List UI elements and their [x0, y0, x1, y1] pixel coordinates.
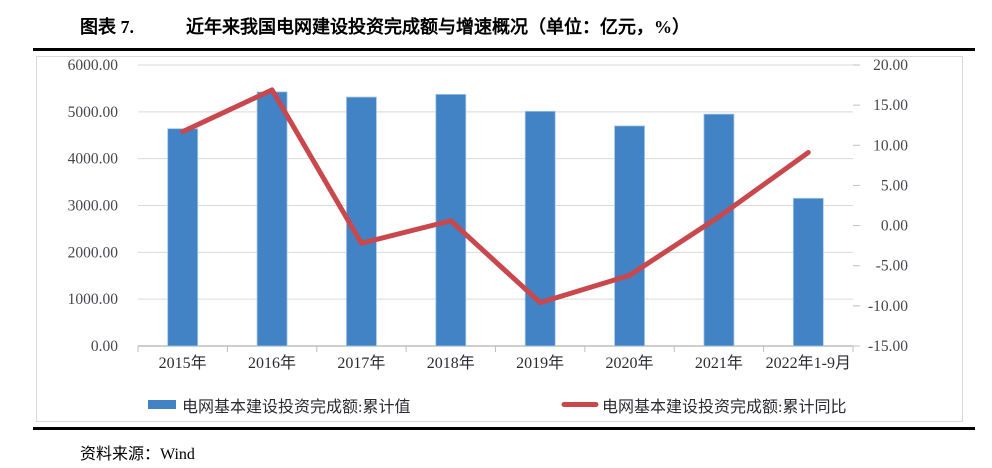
left-axis-tick-label: 4000.00	[68, 151, 119, 168]
bar-2021年	[703, 113, 735, 347]
x-axis-label: 2018年	[427, 354, 475, 372]
bar-2015年	[167, 128, 199, 347]
left-axis-tick-label: 1000.00	[68, 291, 119, 308]
x-axis-label: 2017年	[337, 354, 385, 372]
right-axis-tick-label: -5.00	[876, 258, 909, 275]
top-divider	[33, 48, 975, 51]
left-axis-tick-label: 6000.00	[68, 57, 119, 74]
figure-title: 近年来我国电网建设投资完成额与增速概况（单位：亿元，%）	[186, 17, 690, 37]
left-axis-tick-label: 0.00	[91, 338, 118, 355]
right-axis-tick-label: 20.00	[873, 57, 908, 74]
legend-bar-label: 电网基本建设投资完成额:累计值	[182, 398, 410, 416]
left-axis-tick-label: 3000.00	[68, 198, 119, 215]
left-axis-tick-label: 5000.00	[68, 104, 119, 121]
right-axis-tick-label: -15.00	[868, 338, 908, 355]
chart-canvas: 0.00 1000.00 2000.00 3000.00 4000.00 5000.00 6…	[36, 56, 963, 422]
figure-label: 图表 7.	[80, 17, 134, 37]
x-axis-label: 2016年	[248, 354, 296, 372]
bar-2016年	[256, 91, 288, 347]
right-axis-tick-label: 10.00	[873, 137, 908, 154]
plot-frame	[36, 56, 963, 422]
x-axis-label: 2019年	[516, 354, 564, 372]
bottom-divider	[33, 427, 975, 430]
right-axis-tick-label: 0.00	[881, 218, 908, 235]
right-axis-tick-label: 15.00	[873, 97, 908, 114]
source-note: 资料来源：Wind	[80, 446, 195, 463]
x-axis-label: 2020年	[606, 354, 654, 372]
bar-2020年	[614, 125, 645, 347]
right-axis-tick-label: -10.00	[868, 298, 908, 315]
chart-area: 0.00 1000.00 2000.00 3000.00 4000.00 5000.00 6…	[36, 56, 963, 422]
bar-2019年	[524, 110, 556, 347]
growth-line	[180, 87, 811, 306]
x-axis-label: 2015年	[159, 354, 207, 372]
x-axis-label: 2022年1-9月	[766, 354, 851, 372]
x-axis-label: 2021年	[695, 354, 743, 372]
legend-line-label: 电网基本建设投资完成额:累计同比	[602, 398, 846, 416]
figure-header: 图表 7. 近年来我国电网建设投资完成额与增速概况（单位：亿元，%）	[80, 13, 960, 39]
bar-2022年1-9月	[792, 197, 824, 347]
left-axis-tick-label: 2000.00	[68, 244, 119, 261]
legend-bar-swatch	[148, 400, 176, 409]
right-axis-tick-label: 5.00	[881, 177, 908, 194]
